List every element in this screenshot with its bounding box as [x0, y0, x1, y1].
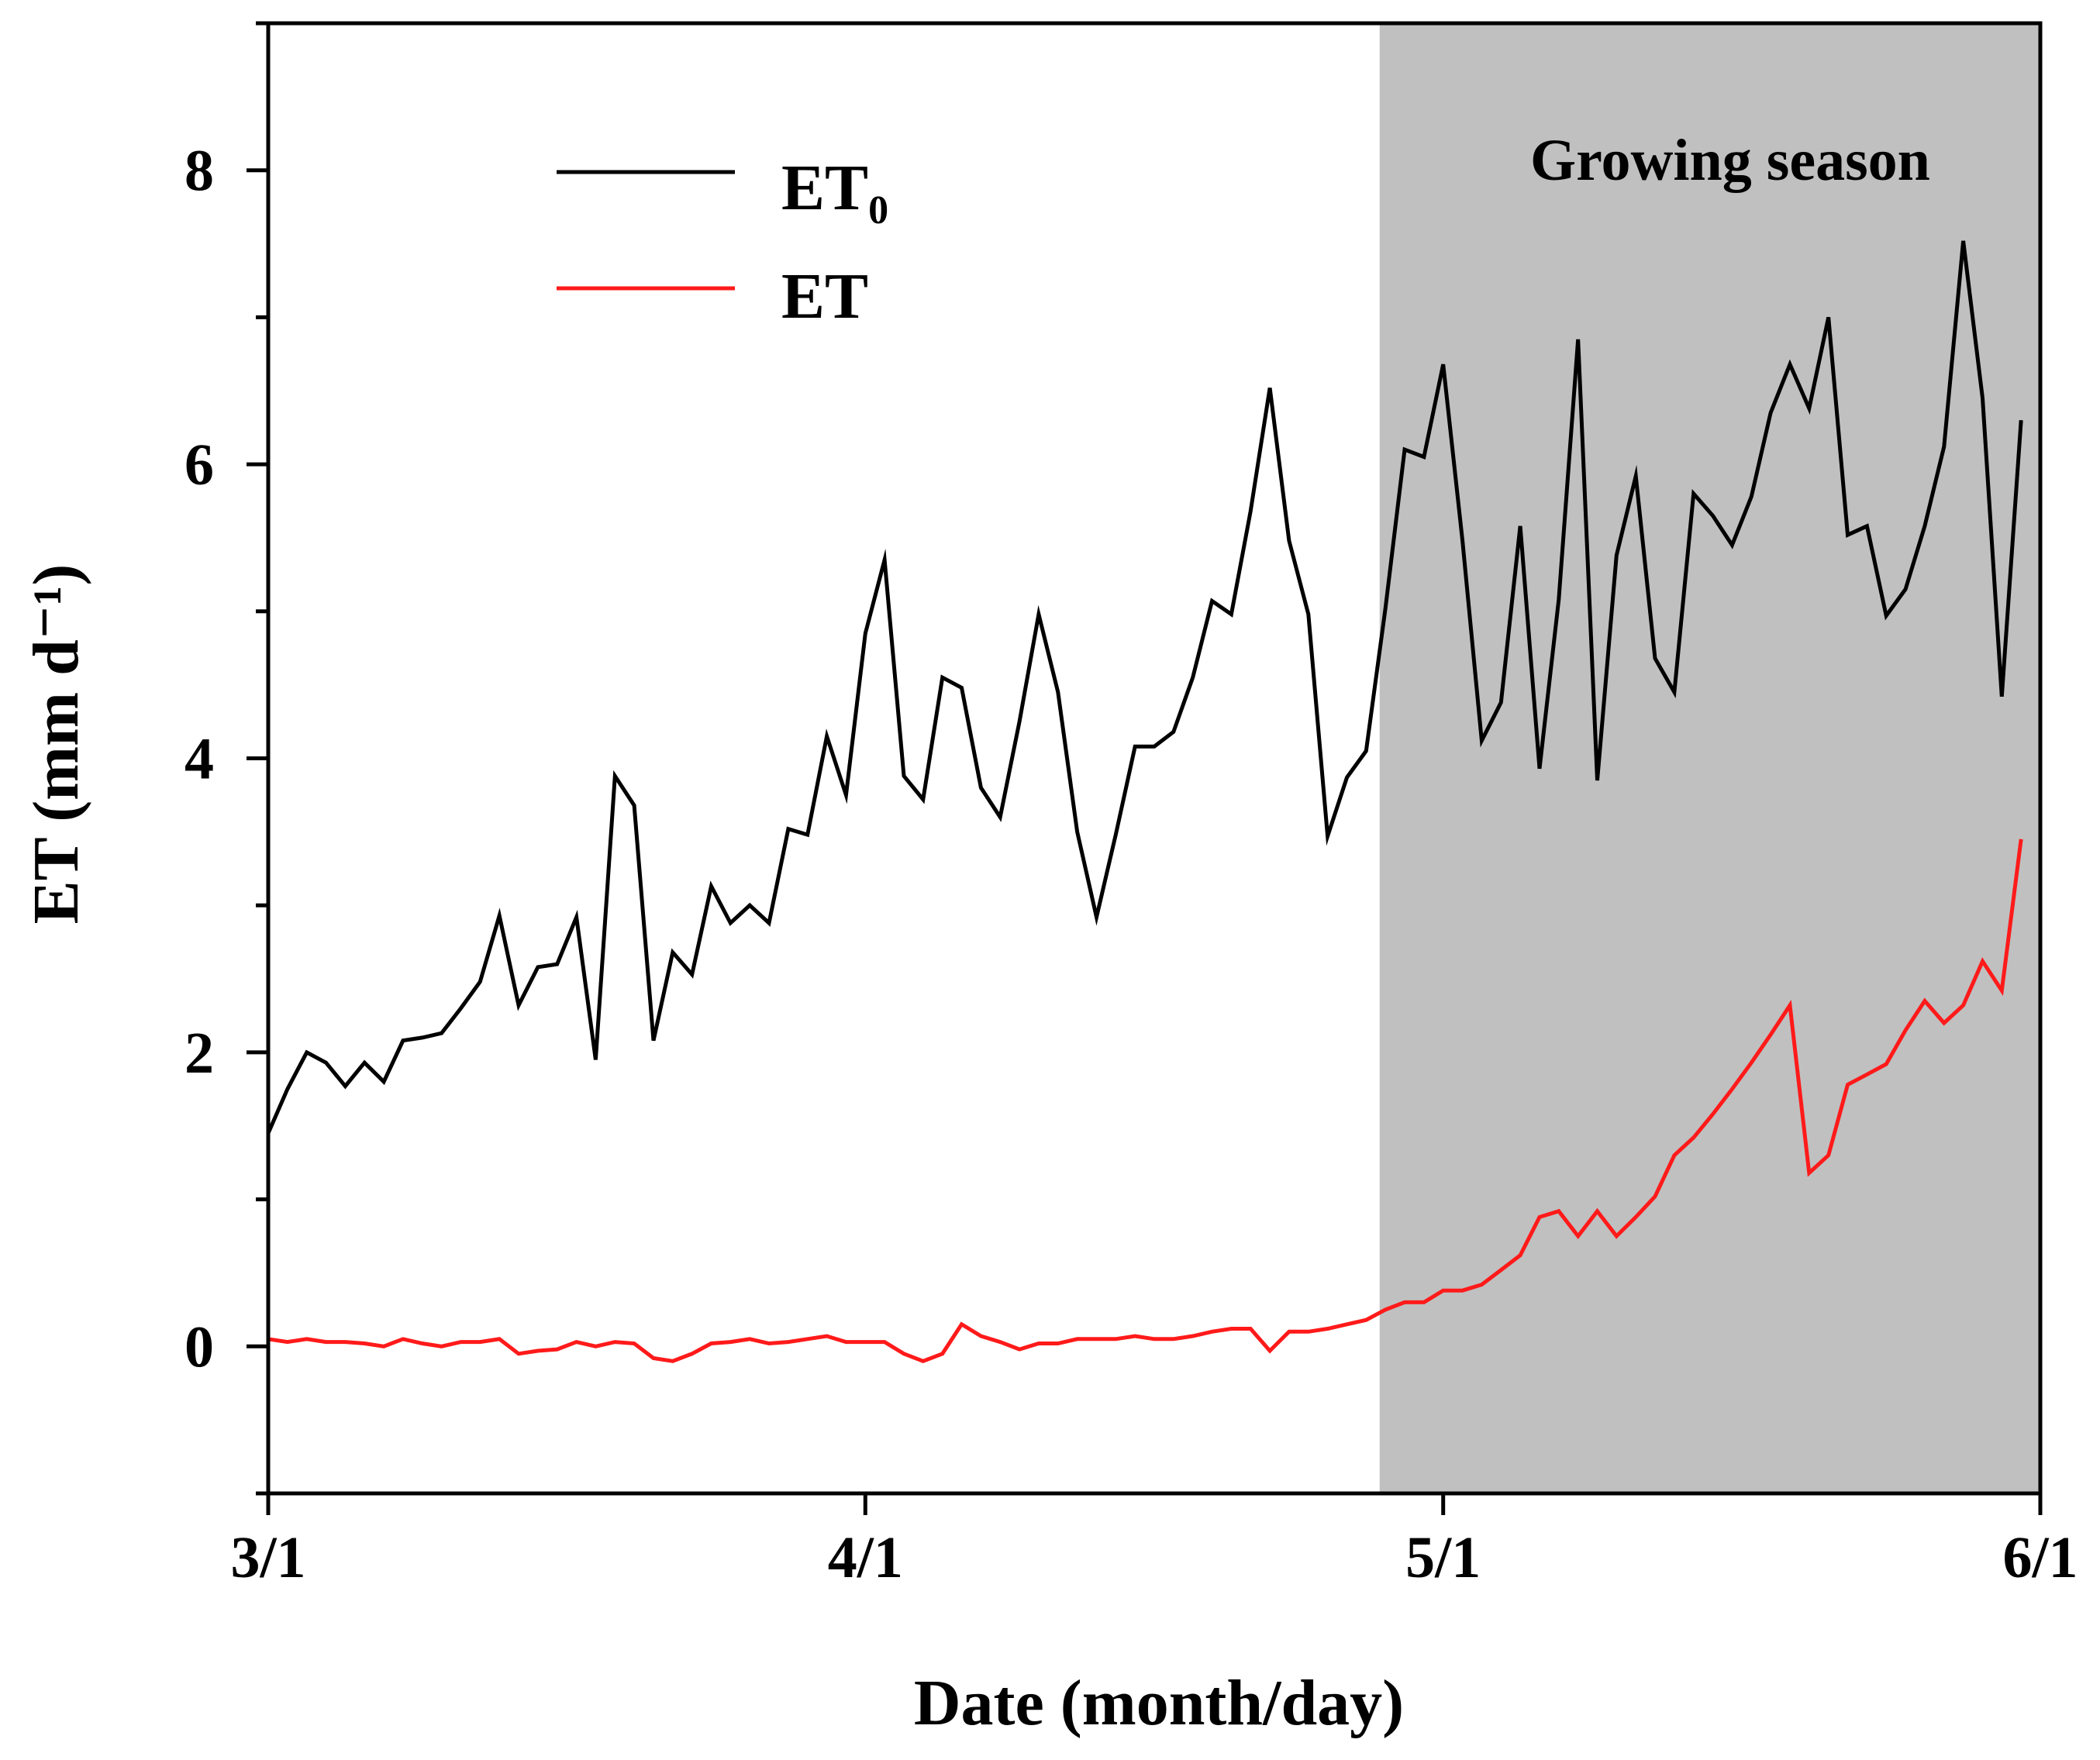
- legend-label-et0-subscript: 0: [868, 188, 888, 232]
- y-tick-label: 8: [184, 139, 214, 204]
- x-tick-label: 3/1: [230, 1525, 305, 1590]
- legend-label-et: ET: [781, 260, 868, 332]
- y-tick-label: 6: [184, 432, 214, 498]
- legend-label-et0: ET0: [781, 152, 888, 232]
- y-axis-title: ET (mm d⁻¹): [20, 564, 92, 925]
- y-tick-label: 4: [184, 727, 214, 792]
- series-lines: [266, 240, 2023, 1363]
- x-tick-label: 4/1: [828, 1525, 903, 1590]
- legend-label-et0-main: ET: [781, 152, 868, 224]
- growing-season-band: [1379, 23, 2040, 1493]
- legend: ET0 ET: [557, 152, 888, 332]
- y-tick-label: 2: [184, 1021, 214, 1086]
- series-line-et: [267, 839, 2023, 1363]
- y-tick-label: 0: [184, 1314, 214, 1379]
- axis-ticks: 0 2 4 6 8 3/1 4/1 5/1 6/1: [184, 21, 2078, 1590]
- x-tick-label: 5/1: [1405, 1525, 1481, 1590]
- series-line-et0: [266, 240, 2023, 1135]
- x-axis-title: Date (month/day): [914, 1667, 1404, 1739]
- growing-season-label: Growing season: [1530, 128, 1930, 193]
- x-tick-label: 6/1: [2002, 1525, 2078, 1590]
